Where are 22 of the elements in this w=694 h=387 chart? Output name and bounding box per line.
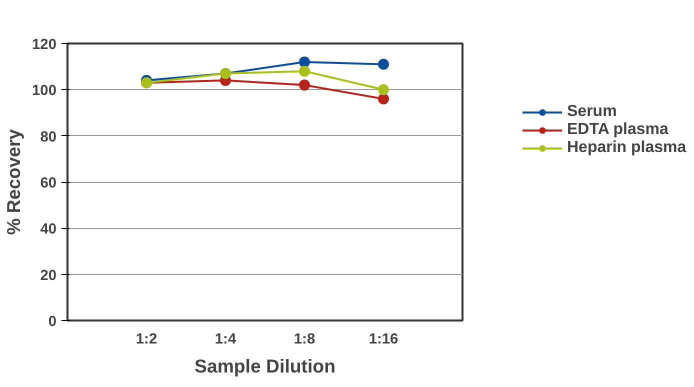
y-tick-label: 120 <box>32 37 57 53</box>
point <box>378 84 389 96</box>
x-axis-title: Sample Dilution <box>194 356 336 376</box>
y-tick-label: 20 <box>40 268 57 284</box>
x-tick-label: 1:2 <box>136 332 158 348</box>
y-tick-label: 60 <box>40 176 57 192</box>
point <box>299 66 310 77</box>
point <box>299 80 310 91</box>
legend-label: Serum <box>567 103 617 121</box>
y-axis-title: % Recovery <box>3 128 24 235</box>
x-tick-label: 1:16 <box>368 332 398 348</box>
y-tick-label: 0 <box>48 314 57 330</box>
point <box>299 56 310 68</box>
y-tick-label: 100 <box>32 83 57 100</box>
legend-label: EDTA plasma <box>567 121 668 139</box>
x-tick-label: 1:8 <box>294 332 316 348</box>
legend-label: Heparin plasma <box>567 139 686 157</box>
x-tick-label: 1:4 <box>214 332 237 348</box>
point <box>378 58 389 70</box>
point <box>378 93 389 104</box>
y-tick-label: 80 <box>40 129 57 146</box>
y-tick-label: 40 <box>40 222 57 238</box>
